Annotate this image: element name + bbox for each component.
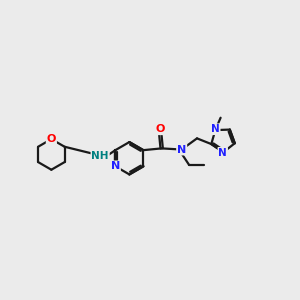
- Text: N: N: [211, 124, 220, 134]
- Text: NH: NH: [92, 151, 109, 161]
- Text: N: N: [111, 161, 120, 171]
- Text: N: N: [218, 148, 227, 158]
- Text: N: N: [177, 145, 186, 154]
- Text: O: O: [47, 134, 56, 144]
- Text: O: O: [155, 124, 165, 134]
